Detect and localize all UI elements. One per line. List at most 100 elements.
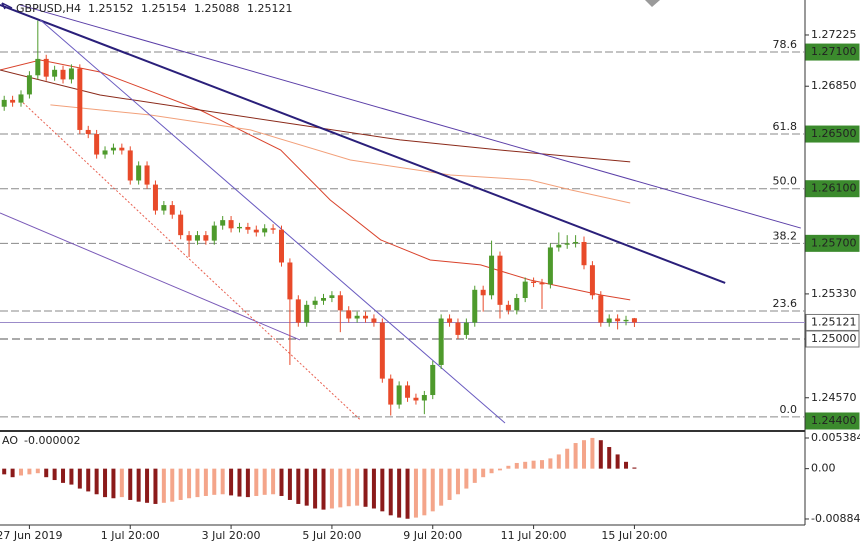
candle-body <box>52 69 58 77</box>
ao-bar <box>262 468 267 495</box>
ao-tick-label: 0.00 <box>811 462 836 475</box>
x-tick-label: 27 Jun 2019 <box>0 529 62 542</box>
ao-bar <box>472 468 477 483</box>
candle-body <box>136 165 142 181</box>
ao-bar <box>52 468 57 481</box>
ao-bar <box>397 468 402 518</box>
candle-body <box>405 385 411 398</box>
candle-body <box>556 244 562 248</box>
candle-body <box>10 99 16 103</box>
trend-line <box>0 212 301 341</box>
chart-header: GBPUSD,H4 1.25152 1.25154 1.25088 1.2512… <box>1 2 293 15</box>
x-tick-label: 1 Jul 20:00 <box>101 529 160 542</box>
ao-tick-label: 0.005384 <box>811 431 860 444</box>
candle-body <box>270 228 276 230</box>
ao-bar <box>355 468 360 506</box>
ao-bar <box>497 468 502 471</box>
ao-bar <box>153 468 158 504</box>
ao-bar <box>69 468 74 485</box>
candle-body <box>127 150 133 181</box>
ao-bar <box>321 468 326 510</box>
ao-bar <box>161 468 166 503</box>
candle-body <box>598 295 604 323</box>
scroll-marker <box>645 0 660 7</box>
candle-body <box>161 205 167 211</box>
ao-bar <box>565 448 570 469</box>
candle-body <box>615 318 621 322</box>
price-label-box <box>805 313 860 331</box>
candle-body <box>354 315 360 319</box>
y-tick-label: 1.24400 <box>811 414 857 427</box>
candle-body <box>253 229 259 233</box>
candle-body <box>573 241 579 244</box>
ao-bar <box>212 468 217 495</box>
header-close: 1.25121 <box>247 2 293 15</box>
y-tick-label: 1.25330 <box>811 287 857 300</box>
ao-bar <box>229 468 234 496</box>
ao-bar <box>44 468 49 478</box>
candle-body <box>211 225 217 241</box>
candle-body <box>514 298 520 311</box>
trend-line <box>19 99 361 421</box>
ao-bar <box>481 468 486 478</box>
candle-body <box>631 318 637 323</box>
candle-body <box>396 385 402 405</box>
candle-body <box>152 184 158 211</box>
ao-bar <box>405 468 410 519</box>
candle-body <box>236 226 242 229</box>
ao-bar <box>506 465 511 469</box>
ao-bar <box>523 461 528 469</box>
candle-body <box>119 147 125 151</box>
candle-body <box>379 322 385 379</box>
y-tick-label: 1.27100 <box>811 45 857 58</box>
header-open: 1.25152 <box>88 2 134 15</box>
price-label-box <box>805 125 860 143</box>
fib-label: 0.0 <box>780 403 798 416</box>
candle-body <box>337 295 343 311</box>
ao-bar <box>388 468 393 516</box>
candle-body <box>287 262 293 300</box>
candle-body <box>363 315 369 319</box>
candle-body <box>245 226 251 230</box>
ao-bar <box>103 468 108 498</box>
candle-body <box>295 299 301 323</box>
ao-bar <box>632 467 637 469</box>
ao-name: AO <box>2 434 18 447</box>
ao-current: -0.000002 <box>24 434 80 447</box>
candle-body <box>447 318 453 323</box>
candle-body <box>26 75 32 95</box>
candle-body <box>606 318 612 323</box>
candle-body <box>522 281 528 299</box>
candle-body <box>589 265 595 296</box>
ao-bar <box>590 437 595 469</box>
fib-label: 78.6 <box>773 38 798 51</box>
y-tick-label: 1.25000 <box>811 332 857 345</box>
ao-bar <box>464 468 469 489</box>
candle-body <box>421 395 427 401</box>
ao-bar <box>380 468 385 512</box>
candle-body <box>505 304 511 311</box>
x-tick-label: 9 Jul 20:00 <box>403 529 462 542</box>
ao-bar <box>363 468 368 507</box>
ao-bar <box>94 468 99 495</box>
candle-body <box>312 300 318 305</box>
ao-bar <box>203 468 208 496</box>
candle-body <box>623 319 629 322</box>
ao-bar <box>338 468 343 508</box>
ao-bar <box>271 468 276 495</box>
candle-body <box>43 58 49 77</box>
price-label-box <box>805 43 860 61</box>
ao-bar <box>145 468 150 503</box>
candle-body <box>371 318 377 323</box>
ao-bar <box>422 468 427 516</box>
candle-body <box>77 68 83 130</box>
candle-body <box>388 378 394 405</box>
candle-body <box>346 310 352 319</box>
price-label-box <box>805 330 860 348</box>
ao-bar <box>195 468 200 498</box>
ao-bar <box>531 460 536 469</box>
ao-bar <box>187 468 192 499</box>
candle-body <box>85 129 91 135</box>
